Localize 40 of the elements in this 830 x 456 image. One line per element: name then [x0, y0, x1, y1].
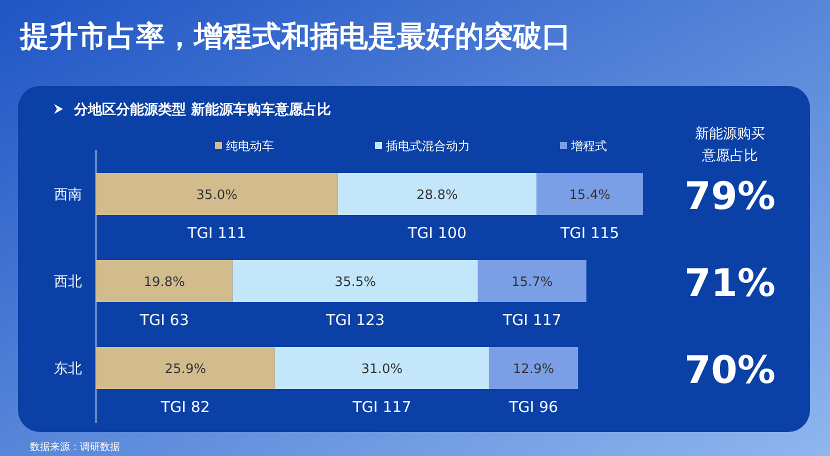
data-label: 15.4%	[569, 188, 610, 203]
data-label: 25.9%	[164, 362, 206, 377]
bar	[232, 260, 478, 302]
legend-label: 纯电动车	[226, 139, 274, 153]
data-label: 12.9%	[512, 362, 554, 377]
bar	[478, 260, 586, 302]
chart-title: 提升市占率，增程式和插电是最好的突破口	[19, 19, 571, 53]
bar	[488, 347, 578, 389]
y-tick-label: 西北	[54, 274, 82, 290]
chart-subtitle: 分地区分能源类型 新能源车购车意愿占比	[73, 101, 331, 118]
y-tick-label: 西南	[54, 187, 82, 203]
data-label: 15.7%	[511, 275, 553, 290]
legend-label: 增程式	[570, 139, 607, 153]
annotation: TGI 123	[325, 311, 385, 329]
annotation: TGI 96	[508, 398, 558, 416]
annotation: TGI 100	[406, 224, 466, 242]
text: 新能源购买意愿占比	[695, 126, 765, 164]
annotation: TGI 115	[560, 224, 620, 242]
data-label: 19.8%	[144, 275, 186, 290]
data-label: 31.0%	[361, 362, 403, 377]
total-label: 79%	[684, 174, 776, 218]
y-tick-label: 东北	[54, 361, 82, 377]
data-label: 28.8%	[416, 188, 458, 203]
bar	[338, 173, 537, 215]
total-label: 71%	[684, 261, 776, 305]
data-label: 35.5%	[334, 275, 376, 290]
annotation: TGI 63	[138, 311, 189, 329]
source-note: 数据来源：调研数据	[30, 441, 120, 453]
data-label: 35.0%	[196, 188, 238, 203]
annotation: TGI 82	[160, 398, 210, 416]
bar	[274, 347, 489, 389]
bar	[96, 173, 338, 215]
bar	[536, 173, 643, 215]
annotation: TGI 117	[352, 398, 412, 416]
bar	[96, 347, 275, 389]
annotation: TGI 117	[502, 311, 562, 329]
annotation: TGI 111	[186, 224, 246, 242]
legend-label: 插电式混合动力	[386, 139, 470, 153]
bar	[96, 260, 233, 302]
total-label: 70%	[684, 348, 776, 392]
